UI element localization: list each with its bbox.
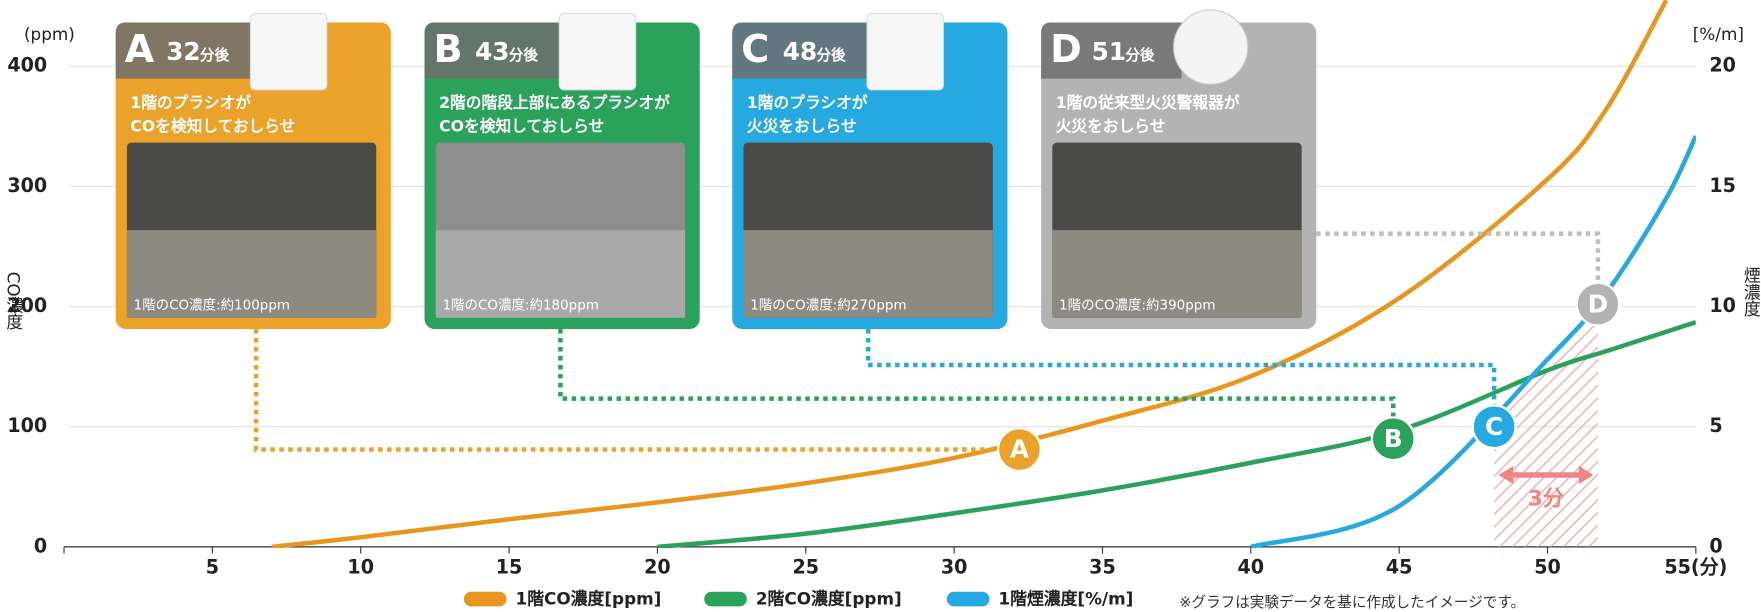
card-header [1041,22,1182,79]
card-header [732,22,873,79]
card-time-unit: 分後 [1125,46,1155,64]
card-time: 51 [1092,37,1126,66]
y2-unit: [%/m] [1693,24,1744,44]
card-text: 火災をおしらせ [747,116,857,135]
y2-tick-label: 20 [1709,54,1736,77]
legend-label: 1階煙濃度[%/m] [998,589,1133,609]
detector-icon [249,12,328,91]
legend-swatch [463,591,507,607]
detector-icon [1173,9,1249,85]
connector [1316,231,1601,305]
marker-letter: C [1485,412,1503,441]
photo-floor [1052,230,1302,318]
detector-icon [558,12,637,91]
y2-tick-label: 10 [1709,294,1736,317]
marker-letter: B [1384,424,1403,453]
interval-hatch [1494,304,1598,547]
marker-dot [1471,404,1517,450]
arrow-head [1578,466,1594,484]
card-time-unit: 分後 [816,46,846,64]
x-tick-label: 5 [206,556,219,579]
marker-dot [1370,416,1416,462]
marker: B [1370,416,1416,462]
marker-letter: A [1010,435,1029,464]
y-tick-label: 300 [7,174,47,197]
marker-dot [996,427,1042,473]
y-tick-label: 100 [7,414,47,437]
card-time: 32 [166,37,200,66]
card-caption: 1階のCO濃度:約100ppm [134,297,290,313]
legend-label: 1階CO濃度[ppm] [515,589,661,609]
card-time: 43 [475,37,509,66]
marker-letter: D [1588,289,1609,318]
photo-floor [126,230,377,318]
note: ※グラフは実験データを基に作成したイメージです。 [1179,593,1525,611]
marker: D [1575,281,1621,327]
x-tick-label: 20 [644,556,671,579]
card-caption: 1階のCO濃度:約270ppm [750,297,906,313]
series-line [657,320,1696,548]
x-tick-label: 15 [496,556,523,579]
x-tick-label: 55(分) [1664,556,1727,579]
y2-tick-label: 5 [1709,414,1722,437]
legend-swatch [704,591,747,607]
arrow-head [1498,466,1514,484]
y-tick-label: 0 [34,534,47,557]
connector [558,329,1396,439]
card-text: 火災をおしらせ [1056,116,1166,135]
legend-label: 2階CO濃度[ppm] [756,589,902,609]
interval-label: 3分 [1528,487,1565,512]
marker-dot [1575,281,1621,327]
card-letter: D [1050,28,1082,72]
x-tick-label: 30 [941,556,968,579]
detector-icon [866,12,944,91]
marker: C [1471,404,1517,450]
card-header [424,22,565,79]
y-tick-label: 400 [7,54,47,77]
x-tick-label: 10 [347,556,374,579]
x-tick-label: 40 [1238,556,1265,579]
card-letter: C [741,28,769,72]
card-letter: A [125,28,155,72]
card-time-unit: 分後 [509,46,539,64]
y2-tick-label: 0 [1709,534,1722,557]
series-line [1250,134,1696,548]
x-tick-label: 25 [792,556,819,579]
y-tick-label: 200 [7,294,47,317]
y2-tick-label: 15 [1709,174,1736,197]
card-text: 1階の従来型火災警報器が [1056,93,1240,112]
card-text: 1階のプラシオが [747,93,868,112]
connector [253,329,1020,452]
photo-floor [435,230,686,318]
card-caption: 1階のCO濃度:約390ppm [1059,297,1215,313]
y2-label: 煙濃度 [1741,267,1761,318]
y-label: CO濃度 [3,272,23,331]
card-header [115,22,257,79]
photo-floor [743,230,993,318]
card-time: 48 [783,37,817,66]
card-text: COを検知しておしらせ [439,116,604,135]
legend-swatch [946,591,990,607]
event-card: A 32 分後 1階のプラシオが COを検知しておしらせ 1階のCO濃度:約100ppm [115,12,391,330]
card-letter: B [434,28,463,72]
card-caption: 1階のCO濃度:約180ppm [442,297,598,313]
y-unit: (ppm) [24,24,75,44]
event-card: B 43 分後 2階の階段上部にあるプラシオが COを検知しておしらせ 1階のCO濃度:約… [424,12,700,330]
x-tick-label: 35 [1089,556,1116,579]
card-time-unit: 分後 [200,46,230,64]
marker: A [996,427,1042,473]
card-text: 2階の階段上部にあるプラシオが [439,93,670,112]
x-tick-label: 50 [1534,556,1561,579]
card-text: COを検知しておしらせ [130,116,295,135]
card-text: 1階のプラシオが [130,93,251,112]
connector [865,329,1497,427]
x-tick-label: 45 [1386,556,1413,579]
